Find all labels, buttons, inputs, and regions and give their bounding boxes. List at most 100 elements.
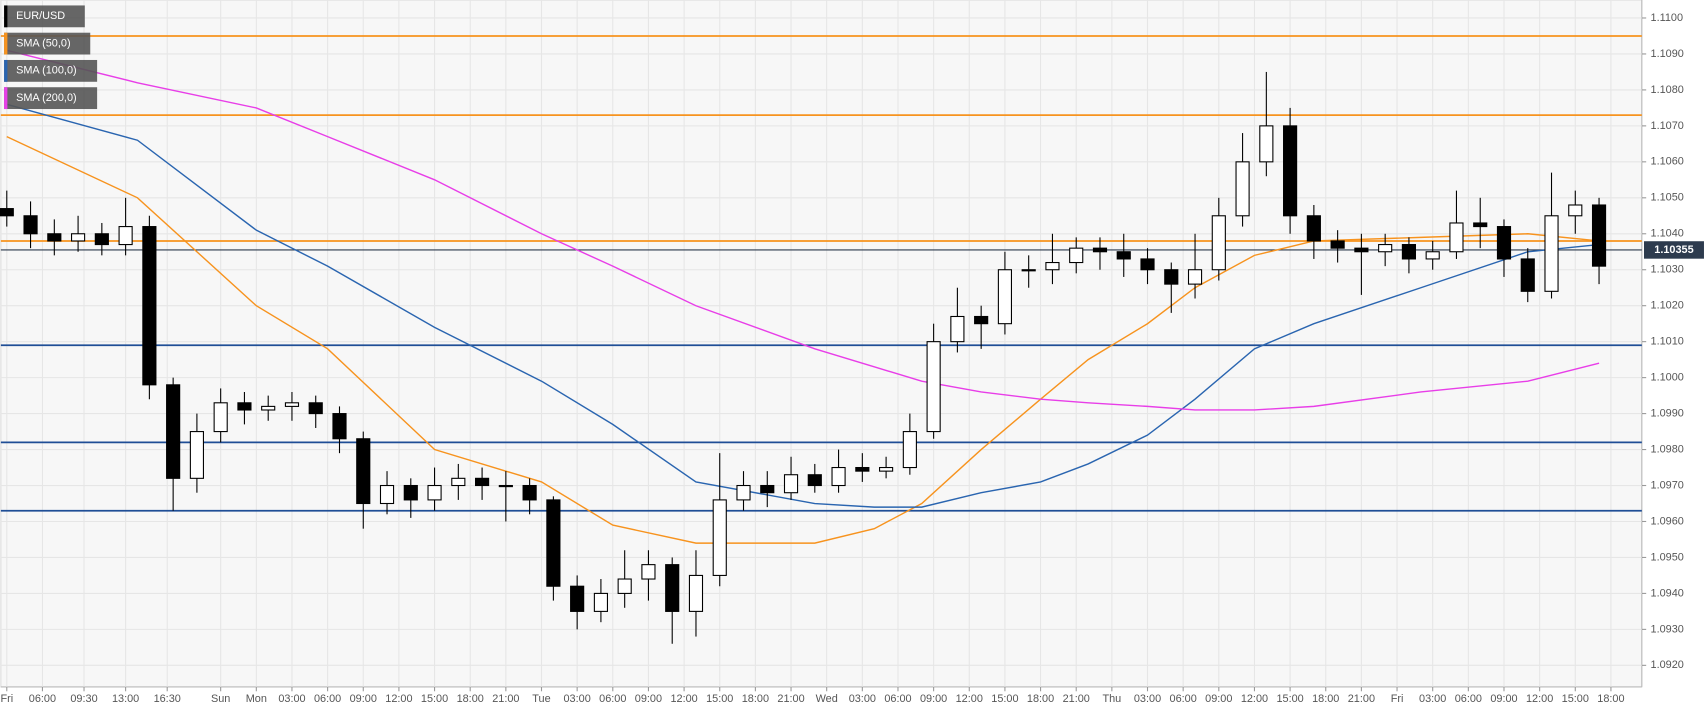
- candle-body: [522, 484, 537, 501]
- y-tick-label: 1.0920: [1651, 659, 1684, 671]
- candle-body: [1473, 222, 1488, 228]
- y-tick-label: 1.1060: [1651, 156, 1684, 168]
- candle-body: [1259, 125, 1274, 163]
- y-tick-label: 1.1080: [1651, 84, 1684, 96]
- x-tick-label: 15:00: [1562, 693, 1589, 705]
- candle-body: [617, 578, 632, 594]
- legend-box: [4, 5, 85, 28]
- x-tick-label: Fri: [0, 693, 13, 705]
- candle-body: [688, 574, 704, 612]
- candle-body: [760, 484, 775, 494]
- y-tick-label: 1.1090: [1651, 48, 1684, 60]
- candle-body: [1330, 240, 1345, 249]
- candle-body: [1520, 258, 1535, 292]
- candle-body: [1568, 204, 1583, 217]
- candle-body: [593, 592, 608, 612]
- y-tick-label: 1.0970: [1651, 479, 1684, 491]
- x-tick-label: 12:00: [956, 693, 983, 705]
- legend-label: SMA (100,0): [16, 65, 77, 77]
- candle-body: [926, 341, 941, 433]
- candle-body: [1092, 247, 1108, 253]
- x-tick-label: 16:30: [154, 693, 181, 705]
- x-tick-label: Sun: [211, 693, 230, 705]
- x-tick-label: 03:00: [278, 693, 305, 705]
- candle-body: [1069, 247, 1084, 264]
- candle-body: [475, 477, 490, 487]
- x-tick-label: 09:00: [635, 693, 662, 705]
- x-tick-label: 09:00: [1490, 693, 1517, 705]
- candle-body: [403, 484, 418, 501]
- candle-body: [783, 474, 799, 494]
- y-tick-label: 1.0930: [1651, 623, 1684, 635]
- candle-body: [1591, 204, 1607, 267]
- candle-body: [1045, 261, 1060, 271]
- x-tick-label: 18:00: [1027, 693, 1054, 705]
- x-tick-label: 03:00: [1419, 693, 1446, 705]
- legend-label: SMA (200,0): [16, 92, 77, 104]
- last-price-label: 1.10355: [1654, 244, 1693, 256]
- x-tick-label: 06:00: [884, 693, 911, 705]
- x-tick-label: 12:00: [1526, 693, 1553, 705]
- x-tick-label: 09:00: [1205, 693, 1232, 705]
- candle-body: [712, 499, 727, 576]
- candle-body: [570, 585, 585, 612]
- legend-label: SMA (50,0): [16, 37, 70, 49]
- y-tick-label: 1.1070: [1651, 120, 1684, 132]
- y-tick-label: 1.1010: [1651, 336, 1684, 348]
- candle-body: [237, 402, 252, 411]
- y-tick-label: 1.0940: [1651, 587, 1684, 599]
- x-tick-label: 21:00: [1348, 693, 1375, 705]
- y-tick-label: 1.0950: [1651, 551, 1684, 563]
- sma-line: [6, 135, 1600, 544]
- x-tick-label: 21:00: [492, 693, 519, 705]
- legend-box: [4, 87, 98, 110]
- candle-body: [1401, 244, 1417, 260]
- x-tick-label: Fri: [1391, 693, 1404, 705]
- candle-body: [855, 466, 870, 472]
- x-tick-label: 18:00: [1312, 693, 1339, 705]
- candle-body: [902, 431, 917, 469]
- y-tick-label: 1.1030: [1651, 264, 1684, 276]
- sma-line: [6, 49, 1600, 411]
- candle-body: [379, 484, 395, 505]
- x-tick-label: 09:30: [70, 693, 97, 705]
- last-price-box: [1644, 241, 1704, 259]
- x-tick-label: 03:00: [1134, 693, 1161, 705]
- x-tick-label: Tue: [532, 693, 550, 705]
- candle-body: [950, 315, 965, 343]
- candle-body: [1187, 269, 1203, 285]
- plot-area: [0, 0, 1643, 688]
- candle-body: [1116, 251, 1131, 260]
- y-tick-label: 1.1000: [1651, 372, 1684, 384]
- x-tick-label: 21:00: [777, 693, 804, 705]
- x-tick-label: 06:00: [1170, 693, 1197, 705]
- x-tick-label: Thu: [1102, 693, 1121, 705]
- candle-body: [1235, 161, 1250, 217]
- candle-body: [47, 233, 62, 242]
- x-tick-label: Mon: [246, 693, 267, 705]
- candle-body: [831, 466, 846, 487]
- candle-body: [118, 226, 133, 246]
- candle-body: [1021, 269, 1036, 272]
- candle-body: [213, 402, 228, 433]
- candle-body: [641, 564, 656, 580]
- candle-body: [71, 233, 86, 242]
- candle-body: [1140, 258, 1155, 271]
- candle-body: [974, 315, 989, 325]
- y-tick-label: 1.1020: [1651, 300, 1684, 312]
- legend-label: EUR/USD: [16, 10, 65, 22]
- x-tick-label: 15:00: [421, 693, 448, 705]
- x-tick-label: 12:00: [670, 693, 697, 705]
- x-tick-label: 18:00: [457, 693, 484, 705]
- x-tick-label: 03:00: [849, 693, 876, 705]
- y-tick-label: 1.1100: [1651, 12, 1684, 24]
- candle-body: [261, 405, 276, 411]
- x-tick-label: 15:00: [706, 693, 733, 705]
- x-tick-label: 18:00: [1597, 693, 1624, 705]
- candle-body: [356, 438, 371, 505]
- candle-body: [665, 564, 680, 612]
- candle-body: [427, 484, 442, 501]
- candle-body: [23, 215, 38, 235]
- candle-body: [332, 413, 347, 440]
